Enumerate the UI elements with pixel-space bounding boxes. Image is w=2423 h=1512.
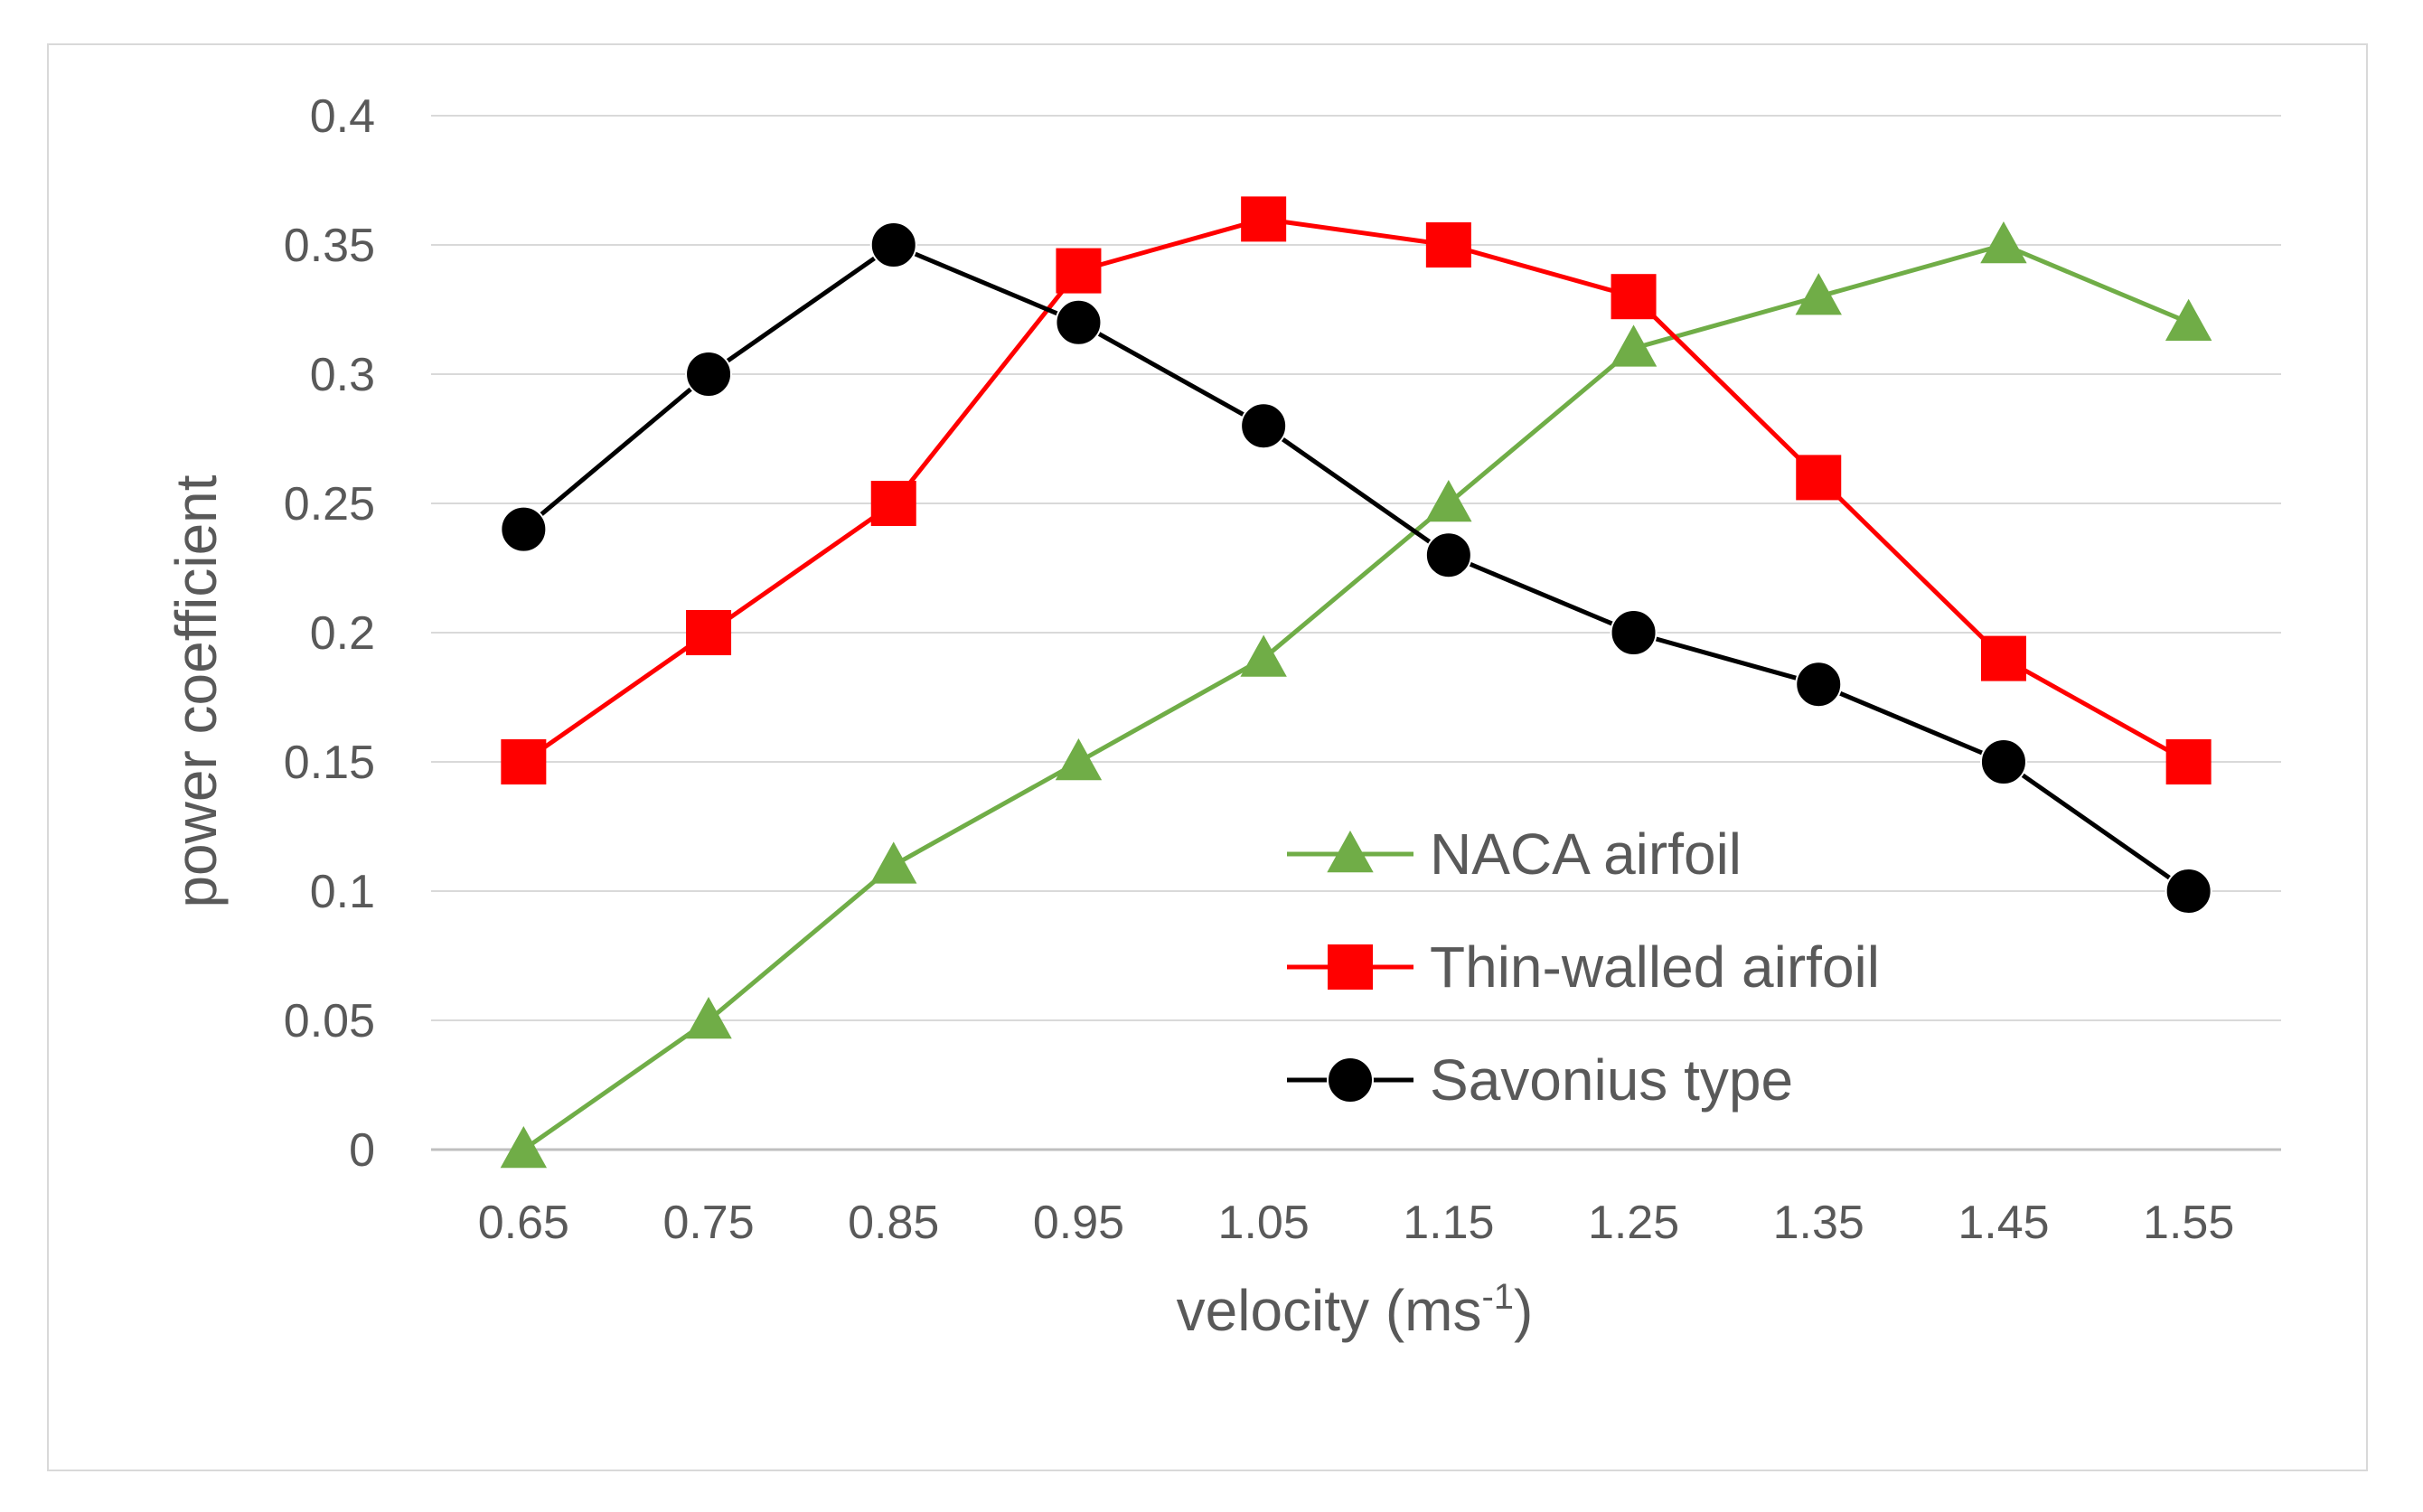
series-thin-walled-airfoil [501, 196, 2212, 784]
legend-item: NACA airfoil [1287, 822, 1742, 887]
legend: NACA airfoil Thin-walled airfoil Savonius … [1287, 822, 1880, 1113]
x-axis-title: velocity (ms-1) [1177, 1277, 1534, 1343]
x-tick-label: 1.55 [2143, 1197, 2234, 1249]
x-tick-label: 0.95 [1033, 1197, 1124, 1249]
data-point [1795, 273, 1842, 315]
y-tick-label: 0.05 [284, 995, 375, 1047]
y-tick-label: 0.25 [284, 478, 375, 531]
legend-item: Savonius type [1287, 1047, 1793, 1113]
data-point [1979, 738, 2027, 785]
x-tick-label: 1.15 [1403, 1197, 1494, 1249]
data-point [1980, 221, 2027, 264]
y-tick-label: 0.3 [310, 349, 375, 401]
data-point [1241, 196, 1287, 242]
series-savonius-type [500, 221, 2212, 915]
legend-label: Thin-walled airfoil [1430, 934, 1880, 1000]
series-line [521, 216, 2190, 765]
data-point [1610, 609, 1658, 656]
series-line [521, 242, 2191, 894]
legend-label: NACA airfoil [1430, 822, 1742, 887]
y-axis-title: power coefficient [164, 474, 229, 907]
data-point [501, 739, 547, 784]
x-tick-label: 1.35 [1773, 1197, 1864, 1249]
data-point [1611, 274, 1657, 320]
series-layer [500, 196, 2212, 1169]
data-point [870, 841, 917, 884]
y-tick-label: 0.2 [310, 607, 375, 660]
data-point [1056, 248, 1102, 294]
x-tick-label: 1.45 [1958, 1197, 2049, 1249]
x-tick-label: 1.25 [1588, 1197, 1679, 1249]
y-tick-label: 0 [349, 1124, 375, 1177]
x-tick-label: 0.75 [662, 1197, 754, 1249]
data-point [500, 1125, 548, 1169]
data-point [685, 351, 733, 398]
x-axis-title-text: velocity (ms [1177, 1278, 1482, 1343]
data-point [1796, 455, 1842, 501]
data-point [870, 481, 916, 526]
legend-label: Savonius type [1430, 1047, 1793, 1113]
x-axis-title-close: ) [1514, 1278, 1533, 1343]
data-point [1055, 737, 1103, 781]
y-tick-label: 0.15 [284, 737, 375, 789]
data-point [2165, 868, 2212, 915]
x-tick-label: 0.85 [848, 1197, 939, 1249]
grid-lines [431, 115, 2281, 1151]
y-tick-label: 0.35 [284, 220, 375, 272]
series-line [521, 242, 2190, 1152]
data-point [1240, 402, 1288, 450]
x-tick-label: 0.65 [478, 1197, 569, 1249]
y-axis-ticks: 0 0.05 0.1 0.15 0.2 0.25 0.3 0.35 0.4 [284, 90, 375, 1177]
data-point [2165, 298, 2212, 341]
axis-titles: velocity (ms-1) power coefficient [164, 474, 1533, 1343]
data-point [500, 505, 548, 553]
data-point [1425, 479, 1472, 522]
data-point [869, 221, 917, 268]
data-point [1980, 635, 2026, 681]
data-point [1240, 634, 1287, 677]
x-axis-ticks: 0.65 0.75 0.85 0.95 1.05 1.15 1.25 1.35 1.45 1.55 [478, 1197, 2235, 1249]
y-tick-label: 0.1 [310, 866, 375, 918]
legend-marker [1328, 944, 1373, 990]
x-tick-label: 1.05 [1218, 1197, 1310, 1249]
data-point [1055, 298, 1103, 346]
data-point [1795, 661, 1843, 709]
y-tick-label: 0.4 [310, 90, 375, 143]
legend-item: Thin-walled airfoil [1287, 934, 1880, 1000]
data-point [1425, 222, 1471, 268]
data-point [2165, 739, 2212, 784]
chart-frame: 0 0.05 0.1 0.15 0.2 0.25 0.3 0.35 0.4 0.65 0.75 0.… [47, 43, 2368, 1471]
legend-marker [1327, 1057, 1374, 1103]
data-point [1424, 531, 1472, 579]
data-point [1610, 324, 1658, 367]
data-point [685, 996, 732, 1039]
legend-marker [1327, 830, 1374, 873]
series-naca-airfoil [500, 221, 2212, 1169]
data-point [686, 610, 732, 655]
x-axis-title-superscript: -1 [1481, 1277, 1514, 1317]
line-chart: 00.050.10.150.20.250.30.350.4 0.65 0.75 0.… [164, 90, 2281, 1343]
